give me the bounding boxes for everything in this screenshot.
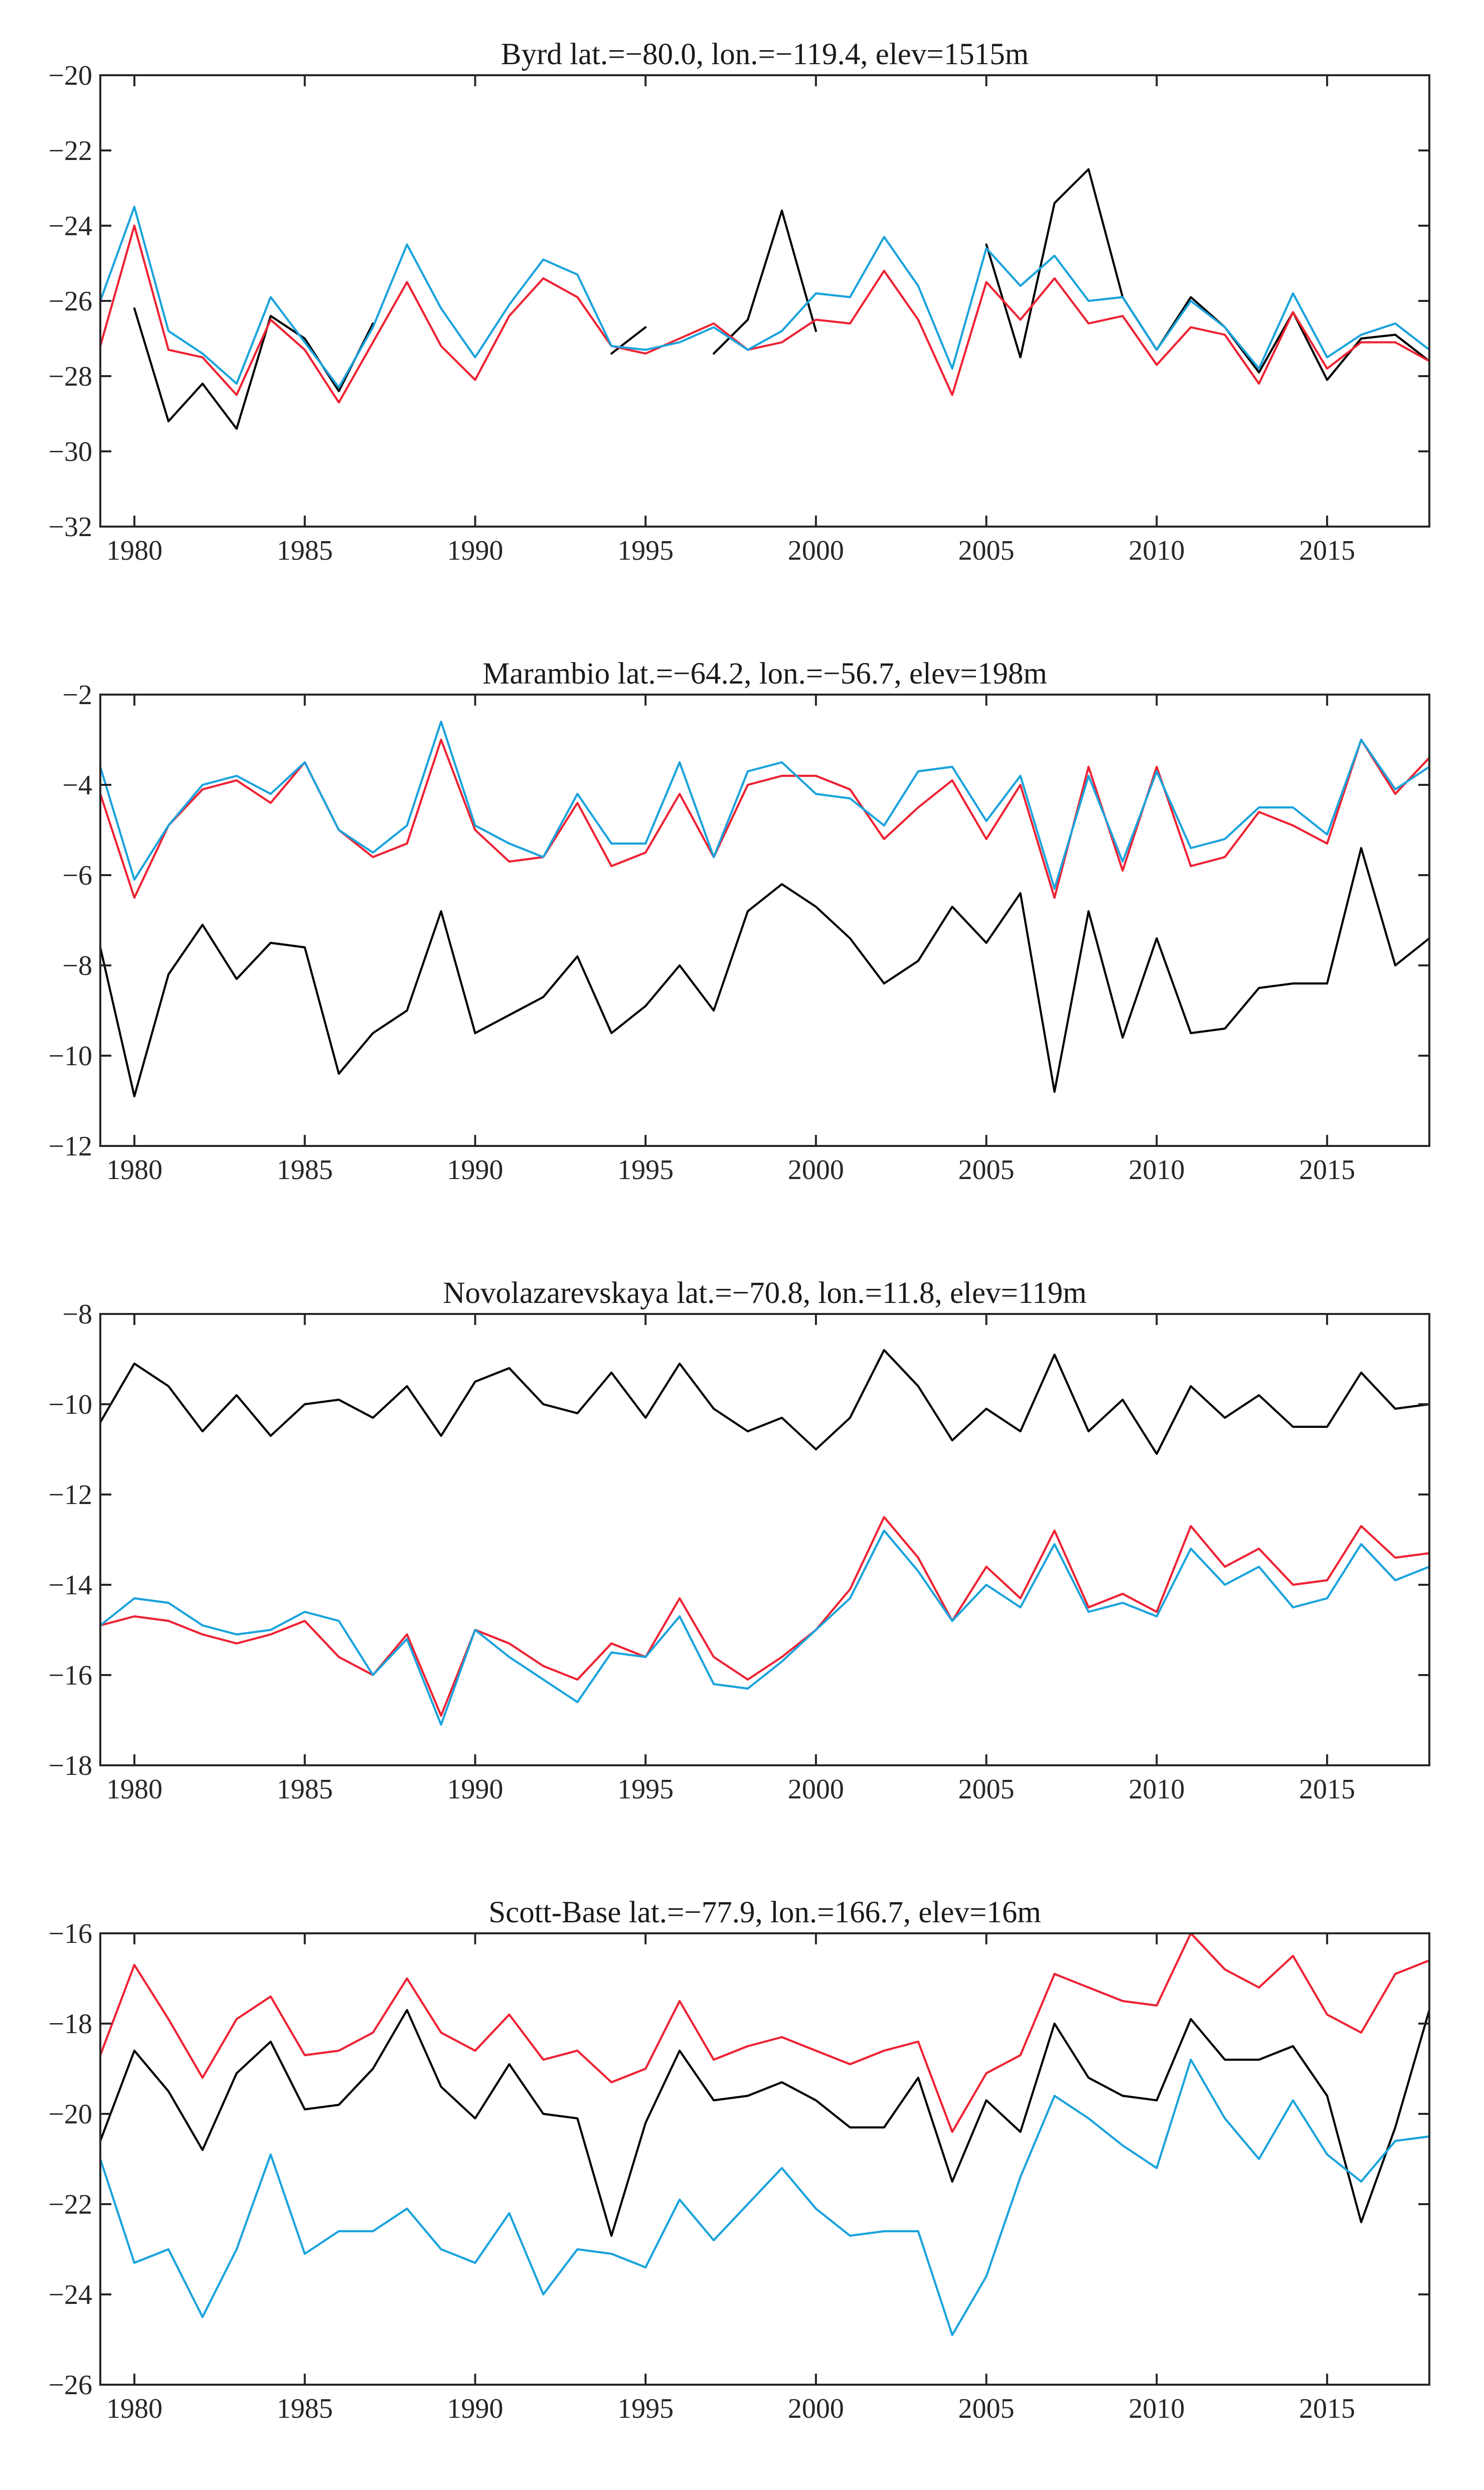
- series-line-red: [99, 1516, 1431, 1717]
- panel-scott-base: Scott-Base lat.=−77.9, lon.=166.7, elev=…: [48, 1896, 1431, 2424]
- x-tick-label: 1995: [617, 2393, 674, 2424]
- y-tick-label: −14: [48, 1570, 92, 1601]
- x-tick-label: 2015: [1299, 2393, 1355, 2424]
- x-tick-label: 1990: [447, 2393, 503, 2424]
- x-tick-label: 1995: [617, 1154, 674, 1186]
- x-tick-label: 2010: [1128, 535, 1185, 566]
- x-tick-label: 2000: [788, 535, 844, 566]
- x-tick-label: 2005: [958, 535, 1015, 566]
- series-line-black: [712, 209, 817, 355]
- x-tick-label: 1985: [277, 535, 333, 566]
- x-tick-label: 2010: [1128, 1154, 1185, 1186]
- y-tick-label: −24: [48, 211, 92, 242]
- series-line-black: [610, 326, 647, 355]
- y-tick-label: −28: [48, 361, 92, 392]
- panel-title: Marambio lat.=−64.2, lon.=−56.7, elev=19…: [482, 657, 1047, 691]
- y-tick-label: −12: [48, 1131, 92, 1162]
- y-tick-label: −18: [48, 1750, 92, 1781]
- axes-layer: 1980 1985 1990 1995 2000 2005 2010 2015 −12 −10 −8…: [48, 680, 1429, 1186]
- y-tick-label: −8: [62, 950, 92, 981]
- x-tick-label: 1995: [617, 1774, 674, 1805]
- x-tick-label: 2015: [1299, 1154, 1355, 1186]
- series-layer: [99, 168, 1431, 430]
- series-layer: [99, 1932, 1431, 2337]
- panel-novolazarevskaya: Novolazarevskaya lat.=−70.8, lon.=11.8, …: [48, 1276, 1431, 1805]
- x-tick-label: 1990: [447, 535, 503, 566]
- y-tick-label: −20: [48, 60, 92, 91]
- series-line-black: [133, 307, 374, 430]
- y-tick-label: −10: [48, 1041, 92, 1072]
- x-tick-label: 2005: [958, 1774, 1015, 1805]
- y-tick-label: −22: [48, 2189, 92, 2220]
- y-tick-label: −2: [62, 680, 92, 711]
- series-line-cyan: [99, 1529, 1431, 1726]
- y-tick-label: −32: [48, 512, 92, 543]
- series-line-black: [99, 847, 1431, 1098]
- x-tick-label: 1990: [447, 1154, 503, 1186]
- series-line-red: [99, 224, 1431, 404]
- x-tick-label: 2005: [958, 2393, 1015, 2424]
- x-tick-label: 2010: [1128, 2393, 1185, 2424]
- x-tick-label: 2015: [1299, 1774, 1355, 1805]
- x-tick-label: 1995: [617, 535, 674, 566]
- y-tick-label: −18: [48, 2009, 92, 2040]
- y-tick-label: −26: [48, 2370, 92, 2401]
- panel-byrd: Byrd lat.=−80.0, lon.=−119.4, elev=1515m…: [48, 38, 1431, 566]
- x-tick-label: 2000: [788, 1774, 844, 1805]
- series-line-cyan: [99, 206, 1431, 389]
- plot-frame: [99, 1932, 1430, 2386]
- x-tick-label: 1980: [106, 1774, 162, 1805]
- x-tick-label: 1980: [106, 1154, 162, 1186]
- series-line-black: [99, 1349, 1431, 1455]
- plot-frame: [99, 1313, 1430, 1766]
- y-tick-label: −6: [62, 860, 92, 891]
- x-tick-label: 1985: [277, 1154, 333, 1186]
- y-tick-label: −16: [48, 1660, 92, 1691]
- series-line-cyan: [99, 720, 1431, 890]
- series-layer: [99, 1349, 1431, 1726]
- x-tick-label: 2010: [1128, 1774, 1185, 1805]
- panel-marambio: Marambio lat.=−64.2, lon.=−56.7, elev=19…: [48, 657, 1431, 1186]
- x-tick-label: 1985: [277, 2393, 333, 2424]
- series-line-red: [99, 738, 1431, 899]
- panel-title: Novolazarevskaya lat.=−70.8, lon.=11.8, …: [443, 1276, 1086, 1310]
- y-tick-label: −16: [48, 1918, 92, 1949]
- plot-frame: [99, 694, 1430, 1147]
- x-tick-label: 1980: [106, 2393, 162, 2424]
- panel-title: Scott-Base lat.=−77.9, lon.=166.7, elev=…: [488, 1896, 1041, 1929]
- x-tick-label: 1980: [106, 535, 162, 566]
- y-tick-label: −24: [48, 2279, 92, 2310]
- series-line-red: [99, 1932, 1431, 2133]
- x-tick-label: 2015: [1299, 535, 1355, 566]
- series-layer: [99, 720, 1431, 1098]
- x-tick-label: 1985: [277, 1774, 333, 1805]
- y-tick-label: −4: [62, 770, 92, 801]
- series-line-black: [99, 2009, 1431, 2237]
- y-tick-label: −22: [48, 135, 92, 167]
- y-tick-label: −10: [48, 1389, 92, 1420]
- y-tick-label: −30: [48, 436, 92, 467]
- x-tick-label: 2000: [788, 1154, 844, 1186]
- series-line-cyan: [99, 2058, 1431, 2337]
- y-tick-label: −8: [62, 1299, 92, 1330]
- y-tick-label: −20: [48, 2099, 92, 2130]
- panel-title: Byrd lat.=−80.0, lon.=−119.4, elev=1515m: [501, 38, 1029, 71]
- series-line-black: [985, 168, 1431, 381]
- x-tick-label: 1990: [447, 1774, 503, 1805]
- axes-layer: 1980 1985 1990 1995 2000 2005 2010 2015 −26 −24 −2…: [48, 1918, 1429, 2424]
- plot-frame: [99, 74, 1430, 528]
- x-tick-label: 2000: [788, 2393, 844, 2424]
- x-tick-label: 2005: [958, 1154, 1015, 1186]
- y-tick-label: −12: [48, 1479, 92, 1511]
- axes-layer: 1980 1985 1990 1995 2000 2005 2010 2015 −18 −16 −1…: [48, 1299, 1429, 1805]
- axes-layer: 1980 1985 1990 1995 2000 2005 2010 2015 −32 −30 −2…: [48, 60, 1429, 566]
- y-tick-label: −26: [48, 286, 92, 317]
